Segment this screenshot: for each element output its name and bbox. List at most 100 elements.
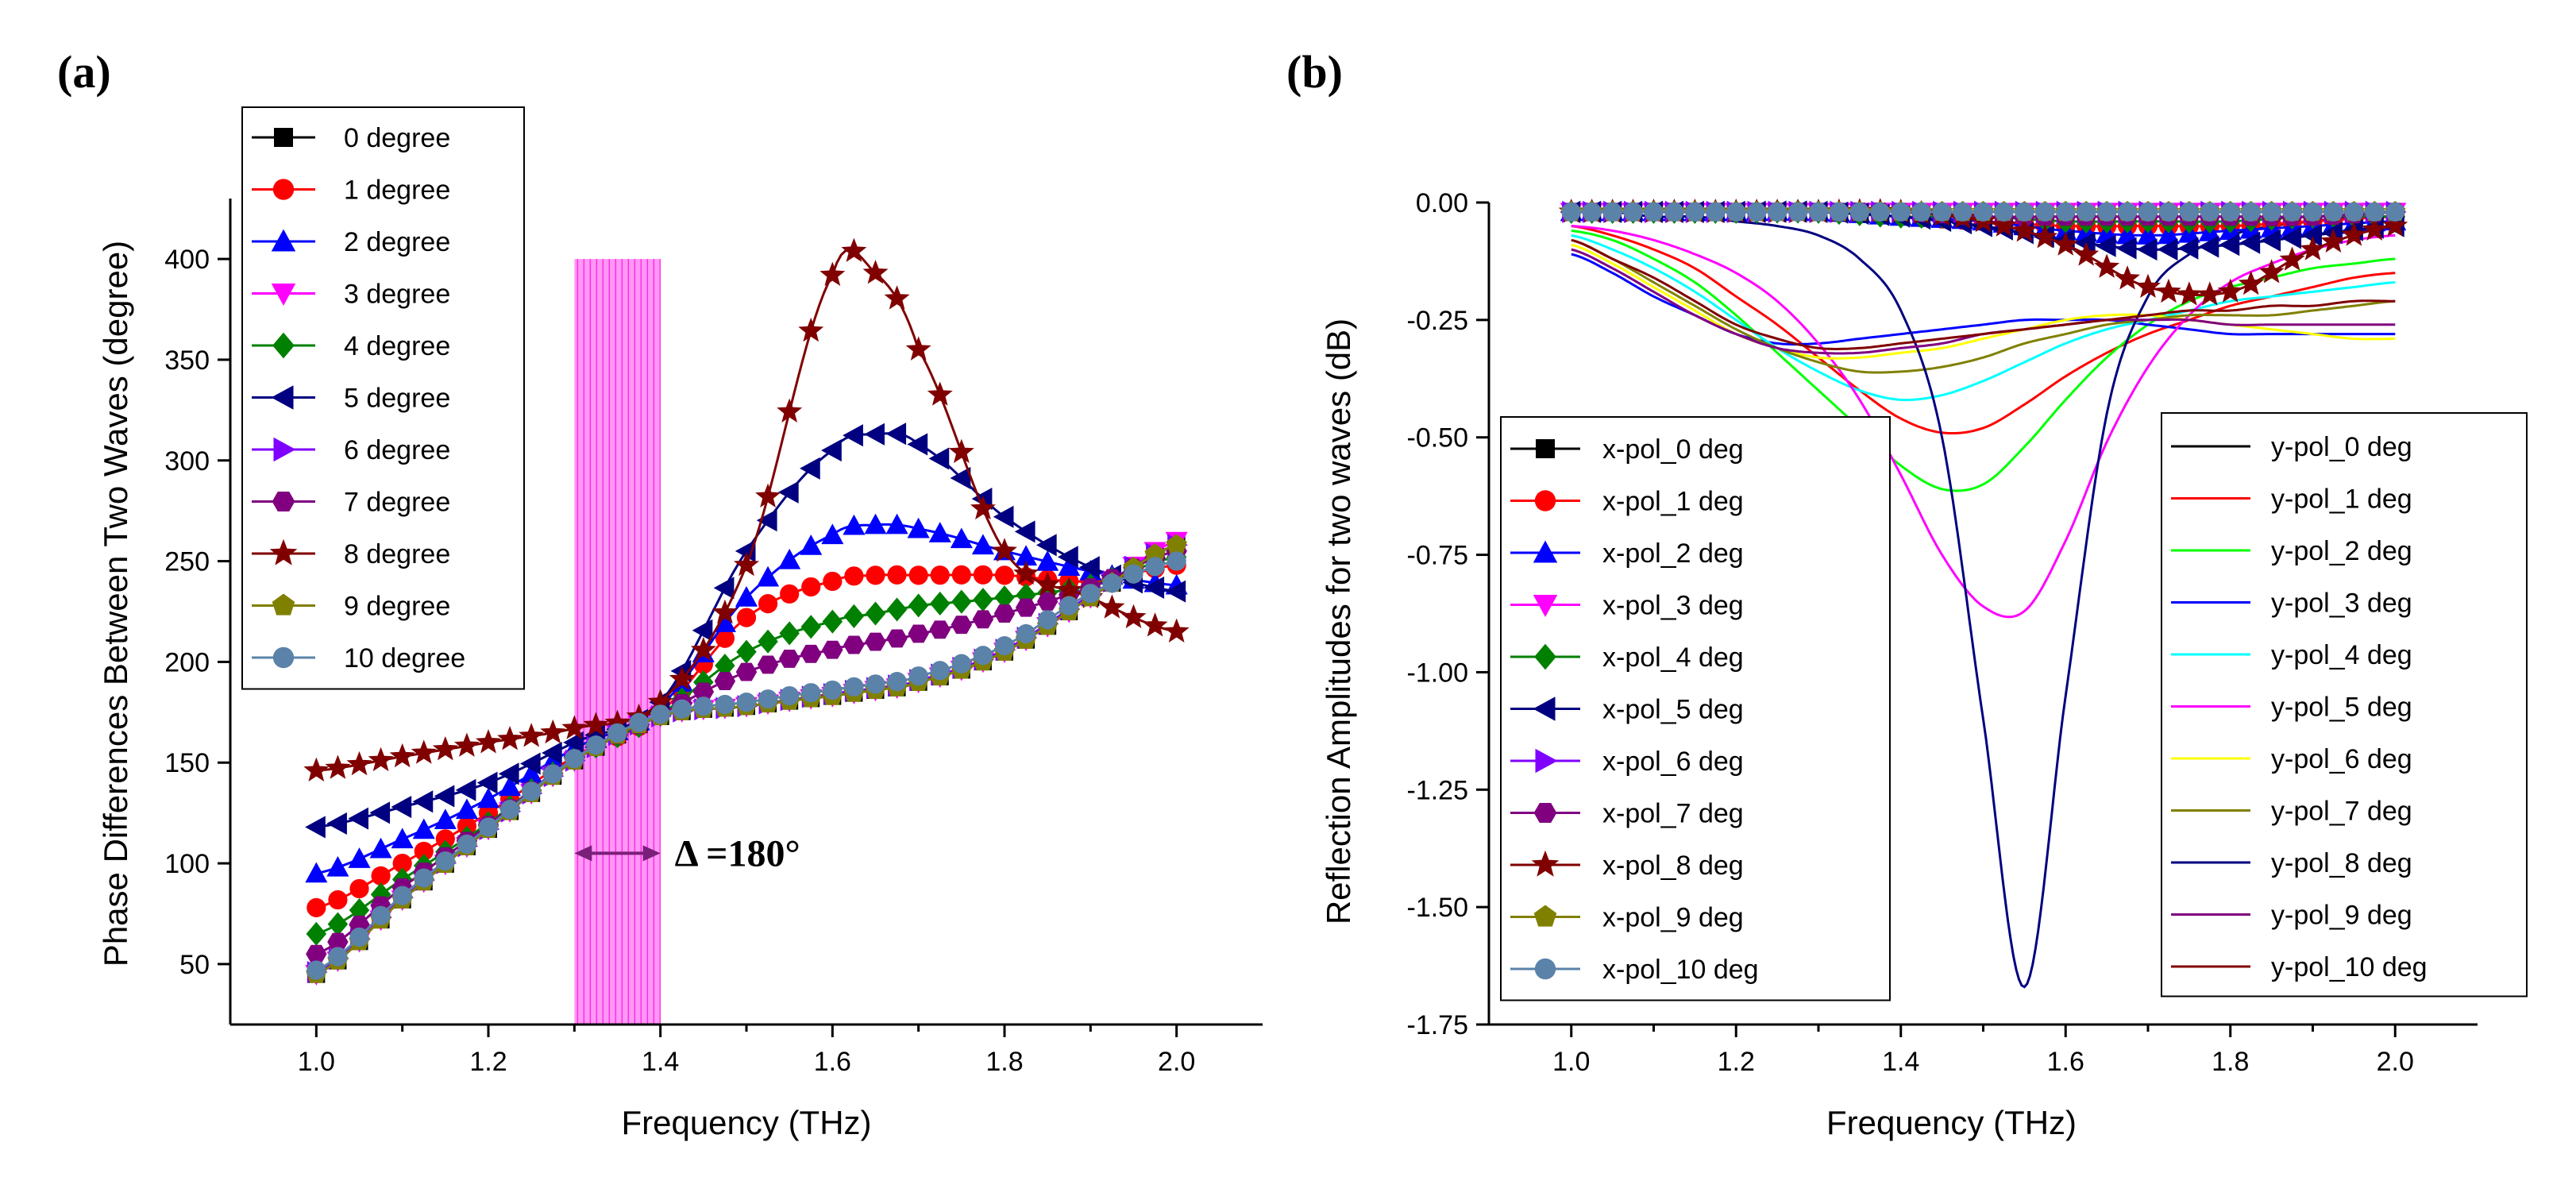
data-point-10-degree (693, 697, 713, 716)
data-point-8-degree (948, 438, 974, 464)
legend-entry-8-degree: 8 degree (252, 538, 450, 569)
data-point-10-degree (650, 704, 670, 724)
data-point-2-degree (821, 523, 844, 545)
data-point-2-degree (907, 517, 930, 538)
legend-entry-y-pol-5-deg: y-pol_5 deg (2171, 693, 2412, 723)
data-point-10-degree (1016, 623, 1036, 644)
data-point-8-degree (690, 636, 716, 662)
panel-b-y-axis-title: Reflection Amplitudes for two waves (dB) (1320, 318, 1357, 924)
data-point-x-pol-10-deg (1561, 202, 1581, 222)
data-point-2-degree (348, 847, 371, 868)
data-point-1-degree (715, 628, 735, 648)
data-point-x-pol-10-deg (1787, 202, 1808, 222)
data-point-x-pol-10-deg (2385, 202, 2405, 222)
data-point-1-degree (908, 565, 928, 585)
data-point-1-degree (780, 584, 800, 604)
legend-box (2161, 412, 2528, 998)
legend-entry-x-pol-2-deg: x-pol_2 deg (1510, 538, 1744, 569)
data-point-10-degree (1102, 573, 1122, 593)
legend-label: 7 degree (344, 488, 450, 518)
data-point-x-pol-10-deg (2138, 202, 2158, 222)
data-point-10-degree (758, 689, 778, 709)
legend-marker (1533, 540, 1558, 563)
y-tick-label: 150 (164, 748, 210, 778)
data-point-x-pol-5-deg (2239, 231, 2261, 254)
legend-marker (1533, 803, 1557, 823)
panel-b-x-pol-legend: x-pol_0 deg x-pol_1 deg x-pol_2 deg x-pol_3… (1500, 416, 1891, 1001)
legend-entry-3-degree: 3 degree (252, 280, 450, 310)
legend-entry-x-pol-3-deg: x-pol_3 deg (1510, 591, 1744, 621)
x-tick-label: 2.0 (1158, 1047, 1195, 1077)
legend-label: 0 degree (344, 123, 450, 153)
legend-entry-y-pol-10-deg: y-pol_10 deg (2171, 952, 2428, 982)
data-point-x-pol-8-deg (2341, 222, 2367, 246)
data-point-5-degree (1079, 556, 1100, 579)
legend-label: y-pol_4 deg (2271, 640, 2412, 670)
data-point-x-pol-10-deg (2323, 202, 2343, 222)
data-point-x-pol-8-deg (2258, 259, 2285, 284)
panel-a-y-ticks: 50 100 150 200 250 300 350 400 (164, 245, 230, 980)
data-point-10-degree (672, 699, 692, 719)
panel-b-chart: (b) 1.0 1.2 1.4 1.6 1.8 2.0 0.00 -0.25 -0.50 -0.… (1286, 46, 2528, 1141)
legend-label: x-pol_6 deg (1602, 747, 1744, 777)
data-point-1-degree (823, 571, 843, 592)
data-point-x-pol-10-deg (1726, 202, 1746, 222)
data-point-10-degree (522, 781, 542, 801)
legend-entry-1-degree: 1 degree (252, 176, 450, 206)
legend-label: x-pol_5 deg (1602, 695, 1744, 725)
data-point-5-degree (391, 796, 412, 819)
data-point-10-degree (457, 834, 477, 854)
data-point-5-degree (1014, 520, 1035, 543)
data-point-10-degree (499, 800, 520, 820)
legend-label: x-pol_8 deg (1602, 851, 1744, 881)
data-point-1-degree (328, 889, 348, 910)
data-point-8-degree (992, 538, 1017, 562)
data-point-x-pol-10-deg (1602, 202, 1622, 222)
data-point-2-degree (412, 818, 435, 839)
data-point-8-degree (905, 336, 931, 361)
data-point-10-degree (1081, 584, 1101, 604)
legend-label: x-pol_3 deg (1602, 591, 1744, 621)
data-point-1-degree (930, 565, 950, 585)
legend-label: 5 degree (344, 384, 450, 414)
data-point-8-degree (884, 285, 910, 310)
legend-entry-x-pol-5-deg: x-pol_5 deg (1510, 695, 1744, 725)
data-point-x-pol-8-deg (2238, 270, 2264, 295)
data-point-x-pol-10-deg (1849, 202, 1869, 222)
panel-a-x-ticks: 1.0 1.2 1.4 1.6 1.8 2.0 (298, 1025, 1195, 1077)
legend-entry-y-pol-7-deg: y-pol_7 deg (2171, 797, 2412, 827)
data-point-8-degree (346, 751, 372, 776)
data-point-8-degree (1099, 594, 1125, 619)
data-point-x-pol-10-deg (2077, 202, 2096, 222)
data-point-5-degree (305, 816, 326, 839)
data-point-x-pol-10-deg (2035, 202, 2055, 222)
data-point-8-degree (432, 735, 458, 761)
legend-label: x-pol_7 deg (1602, 799, 1744, 829)
legend-entry-y-pol-9-deg: y-pol_9 deg (2171, 901, 2412, 931)
legend-label: y-pol_1 deg (2271, 484, 2412, 515)
data-point-10-degree (307, 960, 326, 980)
legend-marker (272, 179, 295, 200)
data-point-1-degree (994, 565, 1015, 585)
panel-a-chart: (a) 1.0 1.2 1.4 1.6 1.8 2.0 50 100 150 200 250 300… (57, 46, 1263, 1141)
data-point-7-degree (778, 649, 800, 668)
data-point-1-degree (371, 866, 391, 886)
legend-entry-x-pol-1-deg: x-pol_1 deg (1510, 487, 1744, 517)
data-point-8-degree (1120, 604, 1147, 629)
legend-label: 9 degree (344, 592, 450, 622)
data-point-7-degree (1015, 598, 1037, 617)
series-line-y-pol-1-deg (1571, 225, 2396, 434)
data-point-5-degree (455, 778, 476, 801)
data-point-2-degree (864, 513, 887, 534)
data-point-x-pol-10-deg (2365, 202, 2385, 222)
legend-label: y-pol_8 deg (2271, 848, 2412, 878)
data-point-x-pol-8-deg (2279, 246, 2305, 271)
series-line-y-pol-5-deg (1571, 225, 2396, 619)
data-point-2-degree (950, 527, 973, 549)
data-point-10-degree (543, 764, 563, 784)
series-line-y-pol-4-deg (1571, 233, 2396, 402)
data-point-5-degree (692, 619, 713, 642)
x-tick-label: 1.2 (469, 1047, 507, 1077)
panel-a-label: (a) (57, 46, 111, 98)
data-point-10-degree (1124, 564, 1143, 584)
